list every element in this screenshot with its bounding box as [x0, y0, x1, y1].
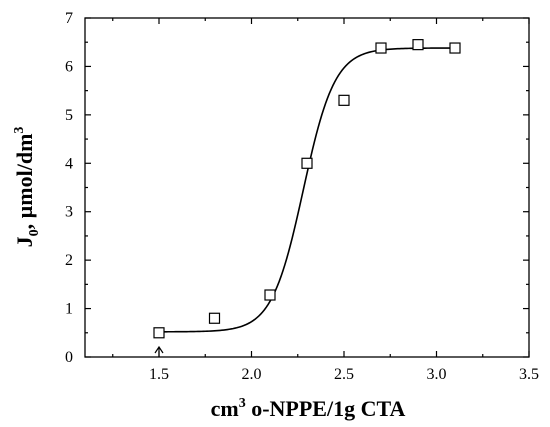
- x-tick-label: 2.5: [334, 366, 354, 383]
- x-tick-label: 2.0: [242, 366, 262, 383]
- y-tick-label: 4: [65, 155, 73, 172]
- data-point: [375, 42, 387, 54]
- y-tick-label: 3: [65, 204, 73, 221]
- y-tick-label: 1: [65, 301, 73, 318]
- fit-curve: [158, 47, 456, 333]
- axis-ticks: [85, 17, 530, 358]
- x-tick-label: 3.0: [427, 366, 447, 383]
- x-axis-label: cm3 o-NPPE/1g CTA: [211, 396, 406, 421]
- y-tick-label: 0: [65, 349, 73, 366]
- y-tick-label: 6: [65, 58, 73, 75]
- x-tick-label: 3.5: [519, 366, 539, 383]
- data-point: [412, 39, 424, 51]
- plot-frame: [84, 17, 530, 358]
- data-point: [301, 157, 313, 169]
- y-tick-label: 7: [65, 10, 73, 27]
- x-tick-label: 1.5: [149, 366, 169, 383]
- tick-labels: 1.5 2.0 2.5 3.0 3.5 0 1 2 3 4 5 6 7: [65, 10, 539, 383]
- y-axis-label: J0, µmol/dm3: [12, 127, 42, 248]
- y-tick-label: 5: [65, 107, 73, 124]
- data-point: [338, 94, 350, 106]
- data-point: [208, 312, 221, 324]
- arrow-annotation: [154, 345, 164, 357]
- data-point: [449, 42, 461, 54]
- data-points: [153, 39, 461, 339]
- y-tick-label: 2: [65, 252, 73, 269]
- data-point: [264, 289, 276, 301]
- data-point: [153, 327, 165, 339]
